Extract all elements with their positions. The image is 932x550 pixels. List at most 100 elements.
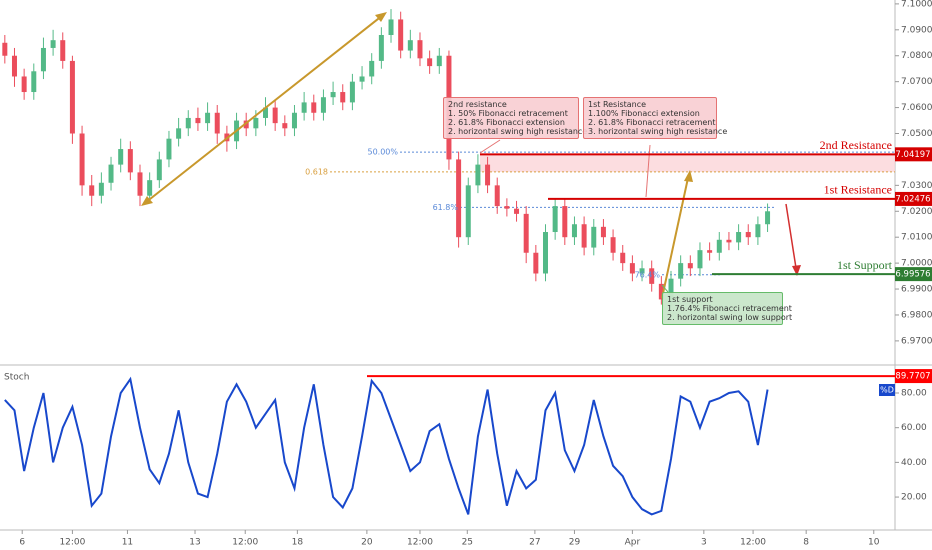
price-badge-label: 6.99576 bbox=[895, 270, 930, 280]
candle-body bbox=[291, 112, 297, 129]
candle-body bbox=[147, 180, 153, 196]
x-tick-label: 18 bbox=[292, 538, 304, 548]
candle-body bbox=[388, 19, 394, 35]
annotation-layer: 50.00% 0.618 61.8% 76.4% 2nd Resistance7.041… bbox=[141, 12, 932, 396]
y-tick-label: 20.00 bbox=[901, 493, 927, 503]
candle-body bbox=[263, 107, 269, 118]
note-box: 1st support 1.76.4% Fibonacci retracement… bbox=[662, 292, 792, 325]
y-tick-label: 80.00 bbox=[901, 389, 927, 399]
y-tick-label: 7.03000 bbox=[901, 181, 932, 191]
y-tick-label: 6.98000 bbox=[901, 310, 932, 320]
level-label: 1st Resistance bbox=[824, 183, 892, 197]
x-tick-label: 10 bbox=[868, 538, 880, 548]
y-tick-label: 7.01000 bbox=[901, 233, 932, 243]
arrow bbox=[144, 14, 384, 204]
x-tick-label: 29 bbox=[569, 538, 581, 548]
fib-label: 61.8% bbox=[433, 203, 459, 212]
y-tick-label: 7.02000 bbox=[901, 207, 932, 217]
candle-body bbox=[417, 40, 423, 59]
x-tick-label: 8 bbox=[803, 538, 809, 548]
candle-body bbox=[272, 107, 278, 124]
arrow-head bbox=[684, 170, 693, 182]
y-tick-label: 7.00000 bbox=[901, 259, 932, 269]
candle-body bbox=[514, 208, 520, 214]
arrow bbox=[785, 203, 797, 269]
candle-body bbox=[620, 252, 626, 264]
price-badge-label: 7.02476 bbox=[895, 194, 930, 204]
candle-body bbox=[127, 149, 133, 173]
x-tick-label: 12:00 bbox=[740, 538, 766, 548]
price-badge bbox=[895, 147, 932, 162]
y-tick-label: 7.09000 bbox=[901, 25, 932, 35]
value-badge bbox=[895, 369, 932, 384]
mark-layer bbox=[2, 9, 771, 516]
y-tick-label: 40.00 bbox=[901, 458, 927, 468]
note-line: 1.100% Fibonacci extension bbox=[588, 109, 700, 118]
stoch-line bbox=[4, 376, 769, 516]
candle-body bbox=[31, 71, 37, 93]
candle-body bbox=[456, 159, 462, 238]
arrow-head bbox=[141, 196, 153, 206]
x-tick-label: 27 bbox=[529, 538, 540, 548]
candle-body bbox=[542, 232, 548, 274]
candle-body bbox=[736, 232, 742, 243]
candle-body bbox=[176, 128, 182, 139]
x-tick-label: 20 bbox=[361, 538, 373, 548]
note-line: 2. 61.8% Fibonacci retracement bbox=[588, 118, 716, 127]
x-tick-label: 6 bbox=[19, 538, 25, 548]
candle-body bbox=[166, 138, 172, 160]
x-tick-label: 12:00 bbox=[232, 538, 258, 548]
y-tick-label: 7.06000 bbox=[901, 103, 932, 113]
candle-body bbox=[649, 268, 655, 284]
candle-body bbox=[552, 206, 558, 233]
candle-body bbox=[320, 97, 326, 113]
candle-body bbox=[21, 76, 27, 93]
note-box: 2nd resistance 1. 50% Fibonacci retraceme… bbox=[443, 97, 587, 139]
candle-body bbox=[398, 19, 404, 51]
candle-body bbox=[581, 224, 587, 248]
y-tick-label: 7.10000 bbox=[901, 0, 932, 9]
candle-body bbox=[89, 185, 95, 196]
candle-body bbox=[156, 159, 162, 181]
candle-body bbox=[69, 60, 75, 134]
candle-body bbox=[253, 117, 259, 129]
candle-body bbox=[407, 40, 413, 51]
candle-body bbox=[137, 172, 143, 196]
candle-body bbox=[205, 112, 211, 124]
candle-body bbox=[369, 60, 375, 77]
candle-body bbox=[658, 283, 664, 300]
candle-body bbox=[533, 252, 539, 274]
candle-body bbox=[108, 164, 114, 183]
candle-body bbox=[562, 206, 568, 238]
candle-body bbox=[726, 239, 732, 243]
candle-body bbox=[765, 211, 771, 225]
candle-body bbox=[282, 123, 288, 129]
candle-body bbox=[40, 47, 46, 72]
note-line: 1.76.4% Fibonacci retracement bbox=[667, 304, 792, 313]
note-line: 2. 61.8% Fibonacci extension bbox=[448, 118, 565, 127]
candle-body bbox=[629, 263, 635, 274]
candle-body bbox=[697, 250, 703, 269]
candle-body bbox=[668, 278, 674, 300]
note-line: 3. horizontal swing high resistance bbox=[588, 127, 728, 136]
x-tick-label: 3 bbox=[701, 538, 707, 548]
candle-body bbox=[485, 164, 491, 186]
candle-body bbox=[755, 224, 761, 238]
arrow bbox=[661, 177, 689, 299]
arrow-head bbox=[375, 12, 387, 22]
legend-label: %D bbox=[880, 386, 894, 395]
y-tick-label: 60.00 bbox=[901, 423, 927, 433]
candle-body bbox=[11, 55, 17, 77]
candle-body bbox=[523, 213, 529, 253]
candle-body bbox=[610, 237, 616, 253]
note-box: 1st Resistance 1.100% Fibonacci extension… bbox=[583, 97, 728, 139]
candle-body bbox=[504, 206, 510, 209]
candle-body bbox=[311, 102, 317, 113]
candle-body bbox=[214, 112, 220, 134]
note-line: 2nd resistance bbox=[448, 100, 507, 109]
candle-body bbox=[475, 164, 481, 186]
candle-body bbox=[427, 58, 433, 67]
candle-body bbox=[436, 55, 442, 67]
